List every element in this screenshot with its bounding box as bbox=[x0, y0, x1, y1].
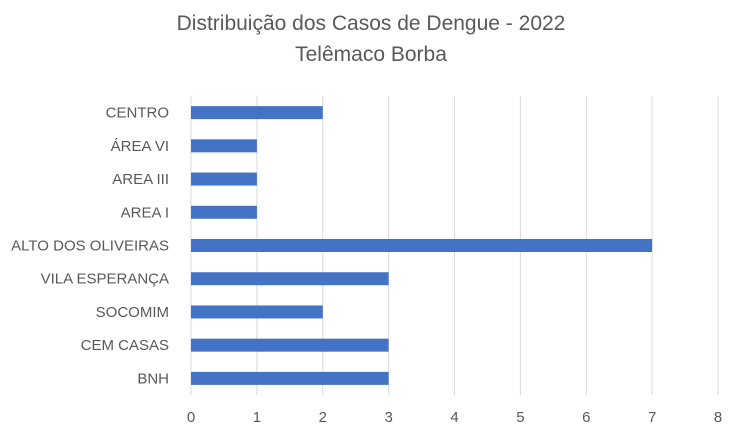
bar bbox=[191, 338, 389, 352]
y-category-label: VILA ESPERANÇA bbox=[41, 271, 169, 288]
bar bbox=[191, 106, 323, 120]
x-tick-label: 8 bbox=[714, 409, 722, 426]
bar bbox=[191, 205, 257, 219]
bar bbox=[191, 139, 257, 153]
x-tick-label: 4 bbox=[450, 409, 458, 426]
y-category-label: CEM CASAS bbox=[81, 337, 169, 354]
y-category-label: CENTRO bbox=[106, 105, 169, 122]
y-category-label: ALTO DOS OLIVEIRAS bbox=[11, 238, 169, 255]
chart-title: Distribuição dos Casos de Dengue - 2022 bbox=[176, 12, 566, 35]
x-tick-label: 1 bbox=[253, 409, 261, 426]
x-tick-label: 2 bbox=[319, 409, 327, 426]
x-tick-label: 0 bbox=[187, 409, 195, 426]
x-tick-label: 7 bbox=[648, 409, 656, 426]
bar bbox=[191, 371, 389, 385]
y-category-label: AREA I bbox=[121, 204, 169, 221]
bar bbox=[191, 239, 653, 252]
x-tick-label: 5 bbox=[516, 409, 524, 426]
y-category-label: SOCOMIM bbox=[96, 304, 169, 321]
bar bbox=[191, 272, 389, 286]
bar bbox=[191, 172, 257, 186]
bar bbox=[191, 305, 323, 319]
y-category-label: AREA III bbox=[112, 171, 169, 188]
y-category-label: BNH bbox=[137, 370, 169, 387]
x-tick-label: 6 bbox=[582, 409, 590, 426]
x-tick-label: 3 bbox=[384, 409, 392, 426]
y-category-label: ÁREA VI bbox=[111, 138, 169, 155]
chart-subtitle: Telêmaco Borba bbox=[295, 43, 447, 66]
